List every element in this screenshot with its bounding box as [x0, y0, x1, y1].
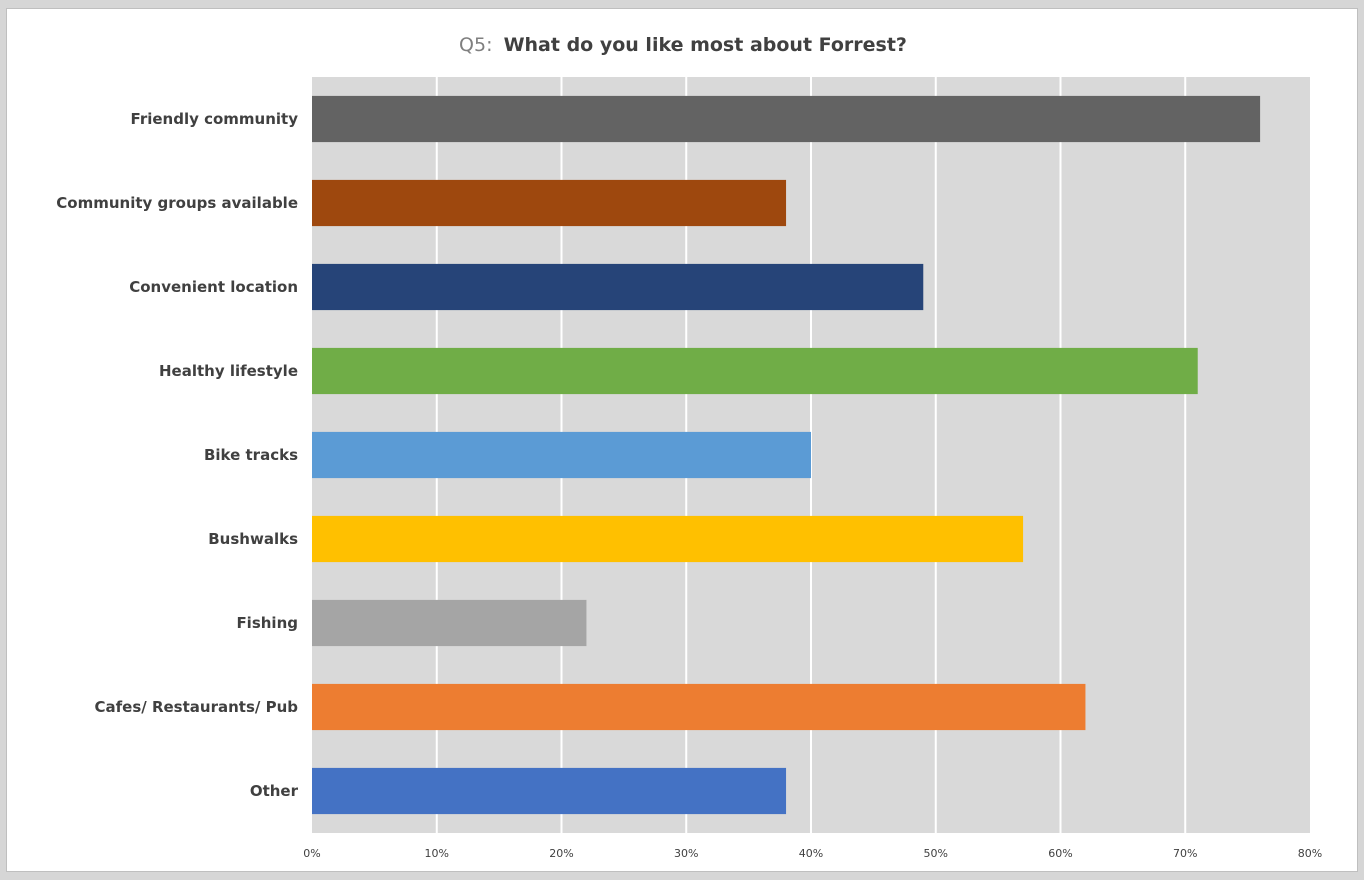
bar — [312, 599, 587, 647]
category-label: Fishing — [236, 614, 298, 632]
x-tick-label: 30% — [674, 847, 698, 860]
x-tick-label: 20% — [549, 847, 573, 860]
x-tick-label: 40% — [799, 847, 823, 860]
bar-chart: Q5: What do you like most about Forrest?… — [56, 34, 1322, 860]
bar — [312, 95, 1261, 143]
x-tick-label: 10% — [425, 847, 449, 860]
bar — [312, 767, 787, 815]
chart-title: Q5: What do you like most about Forrest? — [459, 34, 907, 56]
bar — [312, 515, 1024, 563]
bars — [312, 95, 1261, 815]
category-label: Bushwalks — [208, 530, 298, 548]
chart-title-text: What do you like most about Forrest? — [504, 34, 907, 56]
x-tick-label: 70% — [1173, 847, 1197, 860]
chart-title-prefix: Q5: — [459, 34, 492, 56]
bar — [312, 683, 1086, 731]
bar — [312, 347, 1198, 395]
category-label: Community groups available — [56, 194, 298, 212]
bar — [312, 179, 787, 227]
bar — [312, 263, 924, 311]
category-label: Cafes/ Restaurants/ Pub — [95, 698, 299, 716]
category-label: Convenient location — [129, 278, 298, 296]
category-label: Friendly community — [131, 110, 299, 128]
x-tick-label: 0% — [303, 847, 320, 860]
category-labels: Friendly community Community groups avail… — [56, 110, 298, 800]
category-label: Other — [250, 782, 299, 800]
category-label: Healthy lifestyle — [159, 362, 298, 380]
x-tick-label: 80% — [1298, 847, 1322, 860]
x-axis-tick-labels: 0% 10% 20% 30% 40% 50% 60% 70% 80% — [303, 847, 1322, 860]
chart-frame: Q5: What do you like most about Forrest?… — [6, 8, 1358, 872]
x-tick-label: 50% — [924, 847, 948, 860]
bar — [312, 431, 811, 479]
x-tick-label: 60% — [1048, 847, 1072, 860]
category-label: Bike tracks — [204, 446, 298, 464]
